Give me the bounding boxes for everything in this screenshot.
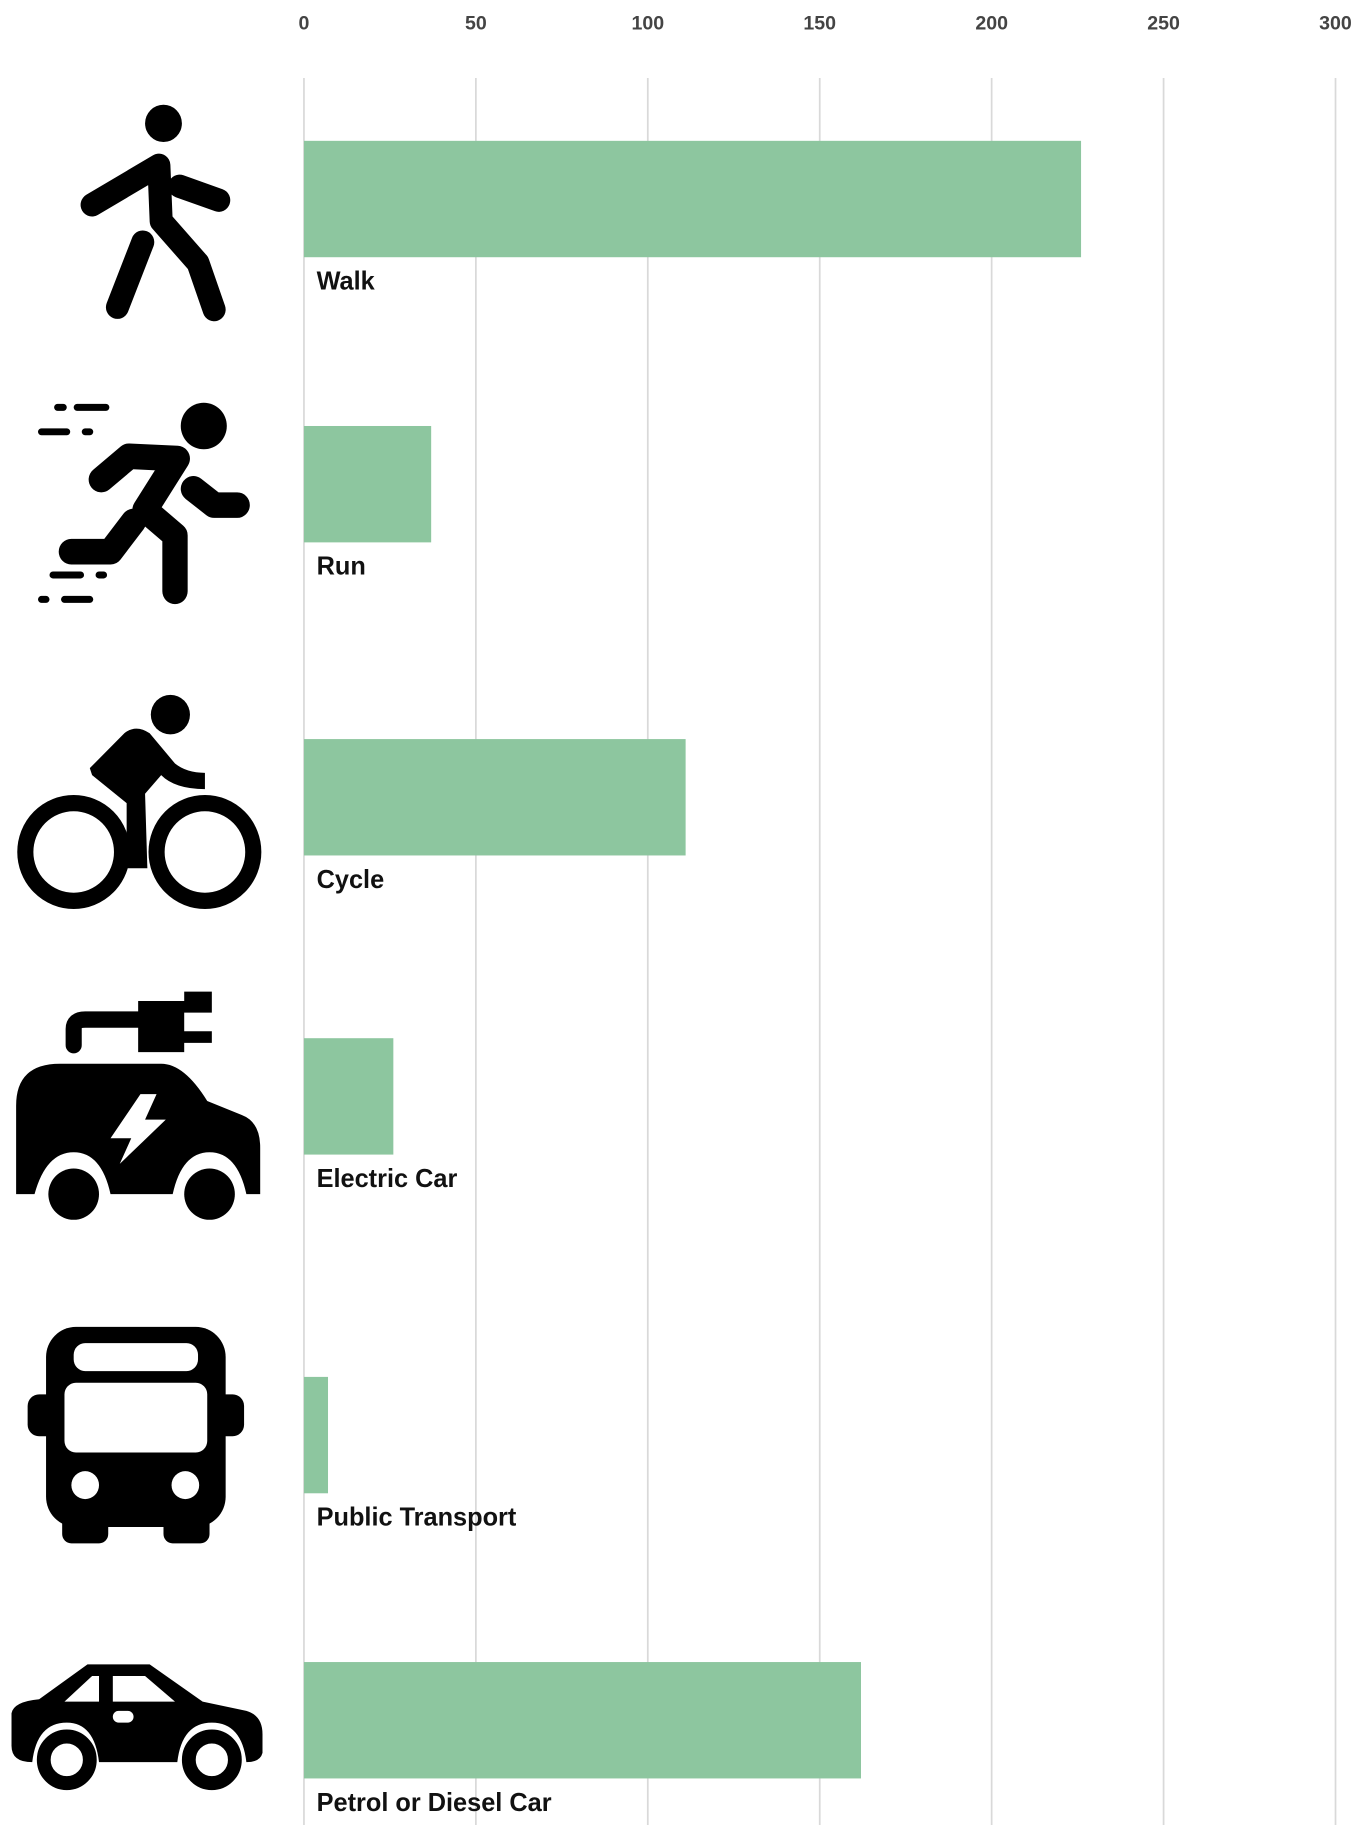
electric-car-icon bbox=[16, 991, 261, 1220]
x-tick-label: 0 bbox=[299, 13, 310, 35]
bar bbox=[303, 739, 686, 856]
bar bbox=[303, 140, 1082, 258]
x-tick-label: 100 bbox=[631, 13, 664, 35]
plot: 0 50 100 150 200 250 300 Walk Run Cycle Electric C… bbox=[11, 13, 1352, 1825]
cycle-icon bbox=[17, 694, 262, 910]
x-tick-label: 300 bbox=[1319, 13, 1352, 35]
x-tick-label: 250 bbox=[1147, 13, 1180, 35]
bar bbox=[303, 425, 432, 543]
x-tick-label: 150 bbox=[803, 13, 836, 35]
x-tick-label: 50 bbox=[465, 13, 487, 35]
category-label: Public Transport bbox=[317, 1504, 517, 1532]
bar bbox=[303, 1662, 861, 1779]
car-icon bbox=[11, 1664, 263, 1791]
run-icon bbox=[37, 402, 250, 605]
x-tick-label: 200 bbox=[975, 13, 1008, 35]
category-label: Electric Car bbox=[317, 1165, 458, 1193]
category-label: Cycle bbox=[317, 866, 385, 894]
bar bbox=[303, 1376, 329, 1494]
walk-icon bbox=[80, 104, 231, 322]
category-label: Petrol or Diesel Car bbox=[317, 1789, 552, 1817]
category-label: Walk bbox=[317, 267, 376, 295]
category-label: Run bbox=[317, 553, 366, 581]
bar bbox=[303, 1038, 394, 1155]
bus-icon bbox=[27, 1326, 245, 1544]
icons bbox=[11, 104, 263, 1791]
